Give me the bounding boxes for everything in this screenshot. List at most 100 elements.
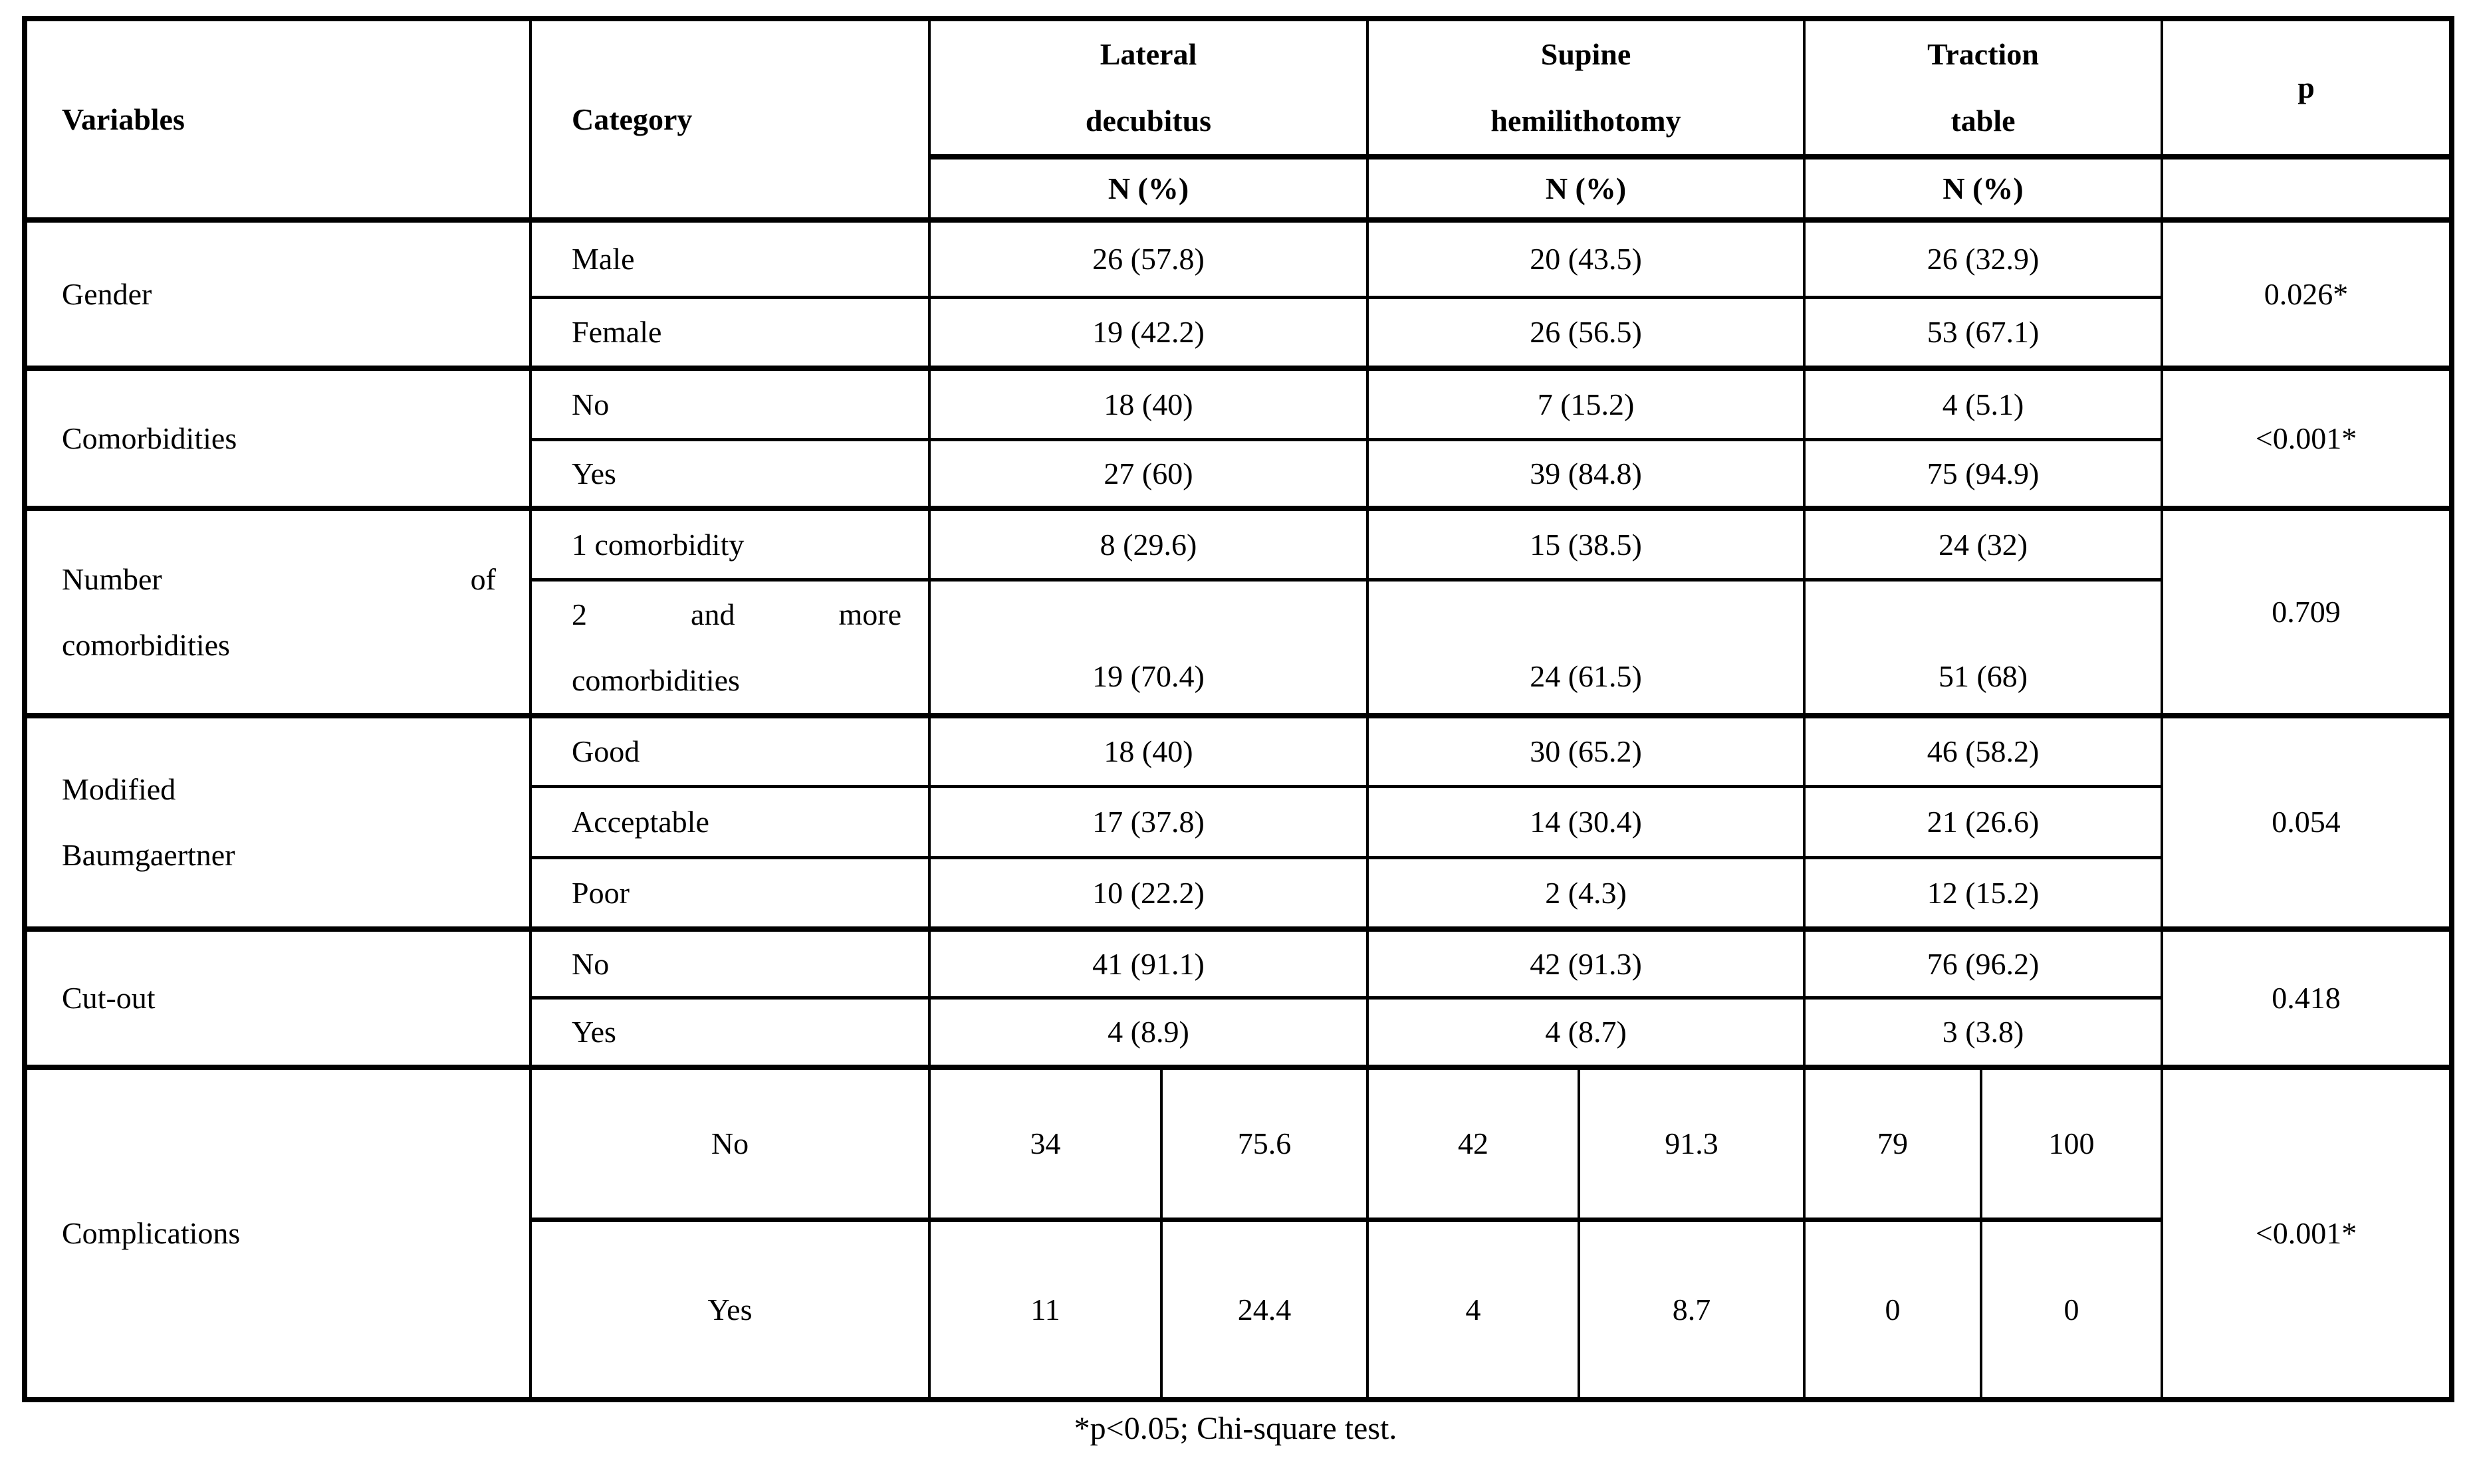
category-cell: Acceptable	[529, 785, 931, 859]
value-cell: 18 (40)	[928, 712, 1369, 788]
variable-cell-complications: Complications	[23, 1064, 532, 1401]
table-row: Complications No 34 75.6 42 91.3 79 100 …	[23, 1064, 2454, 1401]
value-cell: 34	[928, 1064, 1163, 1221]
category-line: 2 and more	[572, 597, 901, 631]
p-value-cell: 0.054	[2161, 712, 2454, 930]
results-table-container: Variables Category Lateral decubitus Sup…	[22, 16, 2455, 1402]
table-row: Cut-out No 41 (91.1) 42 (91.3) 76 (96.2)…	[23, 926, 2454, 1069]
category-cell: Male	[529, 217, 931, 299]
results-table: Variables Category Lateral decubitus Sup…	[22, 16, 2455, 1402]
category-cell: Yes	[529, 996, 931, 1069]
value-cell: 100	[1980, 1064, 2164, 1221]
value-cell: 17 (37.8)	[928, 785, 1369, 859]
value-cell: 14 (30.4)	[1365, 785, 1806, 859]
value-cell: 79	[1803, 1064, 1983, 1221]
header-n-percent-lateral: N (%)	[928, 155, 1369, 222]
value-cell: 26 (32.9)	[1803, 217, 2164, 299]
value-cell: 30 (65.2)	[1365, 712, 1806, 788]
category-cell: Yes	[529, 1218, 931, 1401]
value-cell: 19 (42.2)	[928, 295, 1369, 370]
value-cell: 24 (61.5)	[1365, 578, 1806, 717]
category-line: comorbidities	[572, 663, 740, 697]
category-cell: Poor	[529, 856, 931, 930]
header-group-lateral-decubitus: Lateral decubitus	[928, 17, 1369, 159]
value-cell: 26 (57.8)	[928, 217, 1369, 299]
p-value-cell: <0.001*	[2161, 1064, 2454, 1401]
value-cell: 21 (26.6)	[1803, 785, 2164, 859]
value-cell: 15 (38.5)	[1365, 506, 1806, 582]
header-p-empty-cell	[2161, 155, 2454, 222]
value-cell: 8 (29.6)	[928, 506, 1369, 582]
value-cell: 20 (43.5)	[1365, 217, 1806, 299]
value-cell: 11	[928, 1218, 1163, 1401]
header-p: p	[2161, 17, 2454, 159]
variable-line: Modified	[62, 772, 176, 806]
variable-line: Baumgaertner	[62, 838, 235, 872]
table-row: Modified Baumgaertner Good 18 (40) 30 (6…	[23, 712, 2454, 930]
header-group-traction-table: Traction table	[1803, 17, 2164, 159]
header-variables: Variables	[23, 17, 532, 222]
p-value-cell: 0.709	[2161, 506, 2454, 717]
table-row: Comorbidities No 18 (40) 7 (15.2) 4 (5.1…	[23, 366, 2454, 510]
header-group-supine-hemilithotomy: Supine hemilithotomy	[1365, 17, 1806, 159]
value-cell: 46 (58.2)	[1803, 712, 2164, 788]
header-group-label: Lateral decubitus	[1085, 37, 1212, 138]
category-cell: 1 comorbidity	[529, 506, 931, 582]
header-group-label: Traction table	[1927, 37, 2039, 138]
value-cell: 76 (96.2)	[1803, 926, 2164, 1000]
value-cell: 53 (67.1)	[1803, 295, 2164, 370]
header-n-percent-supine: N (%)	[1365, 155, 1806, 222]
category-cell: Yes	[529, 437, 931, 510]
value-cell: 0	[1980, 1218, 2164, 1401]
table-row: 2 and more comorbidities 19 (70.4) 24 (6…	[25, 578, 2452, 717]
value-cell: 2 (4.3)	[1365, 856, 1806, 930]
header-category: Category	[529, 17, 931, 222]
value-cell: 0	[1803, 1218, 1983, 1401]
value-cell: 26 (56.5)	[1365, 295, 1806, 370]
variable-cell-cut-out: Cut-out	[23, 926, 532, 1069]
value-cell: 27 (60)	[928, 437, 1369, 510]
value-cell: 75.6	[1160, 1064, 1369, 1221]
header-row-n-percent: N (%) N (%) N (%)	[25, 155, 2454, 222]
value-cell: 24.4	[1160, 1218, 1369, 1401]
header-n-percent-traction: N (%)	[1803, 155, 2164, 222]
value-cell: 41 (91.1)	[928, 926, 1369, 1000]
value-cell: 18 (40)	[928, 366, 1369, 441]
p-value-cell: 0.418	[2161, 926, 2454, 1069]
category-cell: 2 and more comorbidities	[529, 578, 931, 717]
table-row: Acceptable 17 (37.8) 14 (30.4) 21 (26.6)	[25, 785, 2452, 859]
table-row: Poor 10 (22.2) 2 (4.3) 12 (15.2)	[25, 856, 2452, 930]
header-group-label: Supine hemilithotomy	[1490, 37, 1681, 138]
value-cell: 42	[1366, 1064, 1580, 1221]
table-row: Gender Male 26 (57.8) 20 (43.5) 26 (32.9…	[23, 217, 2454, 370]
value-cell: 42 (91.3)	[1365, 926, 1806, 1000]
table-row: Yes 27 (60) 39 (84.8) 75 (94.9)	[25, 437, 2452, 510]
value-cell: 4 (8.7)	[1365, 996, 1806, 1069]
table-row: Yes 4 (8.9) 4 (8.7) 3 (3.8)	[25, 996, 2452, 1069]
category-cell: No	[529, 1064, 931, 1221]
table-row: Yes 11 24.4 4 8.7 0 0	[25, 1218, 2452, 1401]
variable-line: Number of	[62, 562, 496, 596]
variable-cell-modified-baumgaertner: Modified Baumgaertner	[23, 712, 532, 930]
variable-cell-comorbidities: Comorbidities	[23, 366, 532, 510]
value-cell: 12 (15.2)	[1803, 856, 2164, 930]
footnote: *p<0.05; Chi-square test.	[1074, 1411, 1397, 1446]
value-cell: 4 (8.9)	[928, 996, 1369, 1069]
value-cell: 10 (22.2)	[928, 856, 1369, 930]
value-cell: 39 (84.8)	[1365, 437, 1806, 510]
value-cell: 3 (3.8)	[1803, 996, 2164, 1069]
value-cell: 91.3	[1577, 1064, 1806, 1221]
variable-cell-gender: Gender	[23, 217, 532, 370]
category-cell: No	[529, 926, 931, 1000]
value-cell: 24 (32)	[1803, 506, 2164, 582]
header-row-groups: Variables Category Lateral decubitus Sup…	[23, 17, 2454, 222]
value-cell: 19 (70.4)	[928, 578, 1369, 717]
value-cell: 51 (68)	[1803, 578, 2164, 717]
value-cell: 4	[1366, 1218, 1580, 1401]
p-value-cell: 0.026*	[2161, 217, 2454, 370]
value-cell: 4 (5.1)	[1803, 366, 2164, 441]
category-cell: No	[529, 366, 931, 441]
variable-line: comorbidities	[62, 627, 230, 662]
p-value-cell: <0.001*	[2161, 366, 2454, 510]
